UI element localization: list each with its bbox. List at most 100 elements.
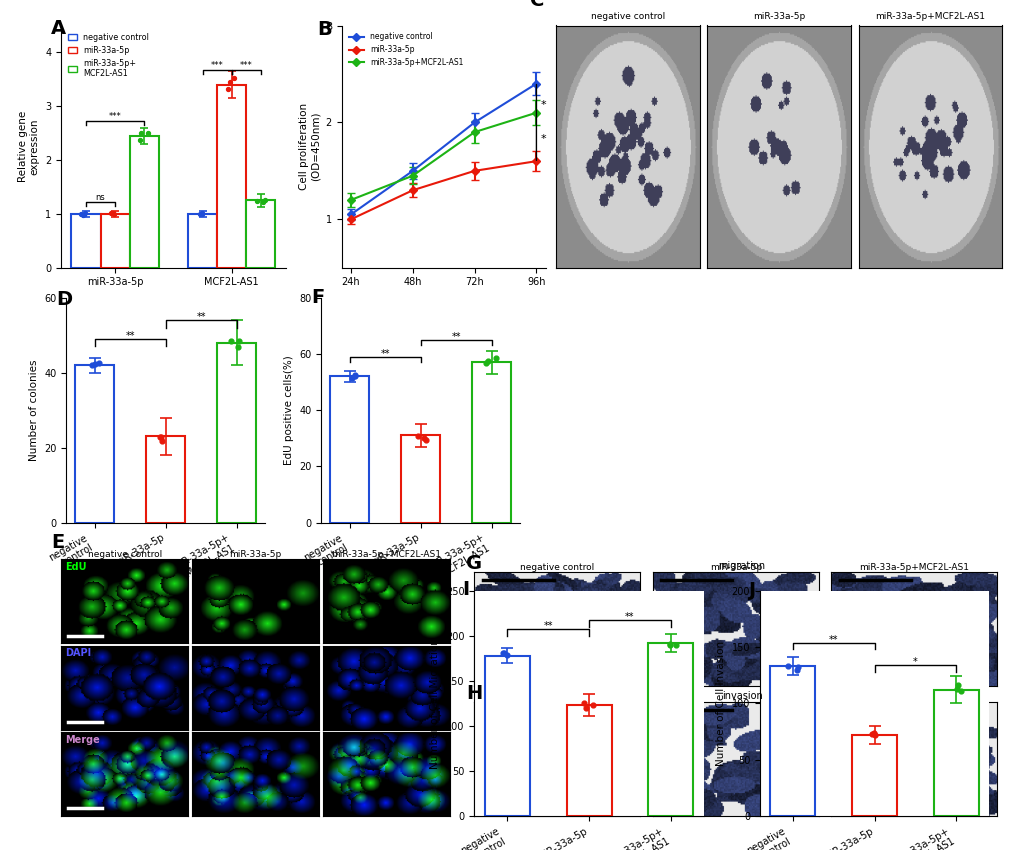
Point [866,728,882,742]
Point [948,683,964,696]
Text: ***: *** [239,60,253,70]
Bar [330,377,369,523]
Text: miR-33a-5p+MCF2L-AS1: miR-33a-5p+MCF2L-AS1 [874,12,984,20]
Bar [648,643,693,816]
Text: A: A [51,19,66,37]
Point [220,82,236,95]
Point [478,356,494,370]
Point [418,434,434,447]
Bar [246,201,275,268]
Text: *: * [912,657,917,667]
Point [863,728,879,741]
Point [249,194,265,207]
Title: miR-33a-5p+MCF2L-AS1: miR-33a-5p+MCF2L-AS1 [858,563,968,571]
Bar [566,706,611,816]
Text: G: G [466,554,482,573]
Text: B: B [317,20,331,39]
Text: C: C [530,0,544,10]
Point [221,76,237,89]
Text: **: ** [451,332,461,342]
Point [865,727,881,740]
Y-axis label: Number of colonies: Number of colonies [29,360,39,461]
Text: D: D [56,290,72,309]
Bar [75,366,114,523]
Text: DAPI: DAPI [65,649,91,658]
Text: H: H [466,683,482,703]
Point [73,207,90,221]
Point [106,207,122,220]
Bar [129,136,159,268]
Bar [769,666,814,816]
Point [950,677,966,691]
Y-axis label: Relative gene
expression: Relative gene expression [18,111,40,182]
Text: invasion: invasion [721,690,761,700]
Bar [101,214,129,268]
Y-axis label: EdU positive cells(%): EdU positive cells(%) [283,355,293,465]
Point [479,354,495,368]
Title: negative control: negative control [88,550,162,558]
Point [495,647,512,660]
Point [192,207,208,221]
Point [661,638,678,652]
Bar [484,655,529,816]
Text: migration: migration [717,561,765,571]
Point [74,208,91,222]
Point [152,430,168,444]
Point [667,638,684,651]
Point [779,659,795,672]
Point [132,126,149,139]
Point [498,649,515,662]
Bar [851,735,897,816]
Point [495,646,512,660]
Point [410,429,426,443]
Point [85,358,101,371]
Y-axis label: Cell proliferation
(OD=450nm): Cell proliferation (OD=450nm) [299,103,320,190]
Text: **: ** [197,312,206,322]
Point [661,638,678,651]
Text: *: * [540,99,546,110]
Point [257,194,273,207]
Point [952,684,968,698]
Text: *: * [540,133,546,144]
Text: EdU: EdU [65,562,87,572]
Text: ***: *** [109,112,121,121]
Point [140,126,156,139]
Point [226,71,243,85]
Text: negative control: negative control [590,12,664,20]
Point [77,207,94,220]
Point [254,195,270,208]
Text: **: ** [625,612,634,621]
Legend: negative control, miR-33a-5p, miR-33a-5p+MCF2L-AS1: negative control, miR-33a-5p, miR-33a-5p… [345,29,466,70]
Text: **: ** [380,348,389,359]
Bar [217,343,256,523]
Y-axis label: Number of Cell Invasion: Number of Cell Invasion [715,641,726,766]
Point [788,663,804,677]
Point [343,371,360,384]
Bar [400,435,440,523]
Point [789,660,805,674]
Title: miR-33a-5p: miR-33a-5p [229,550,281,558]
Point [230,340,247,354]
Title: negative control: negative control [520,563,594,571]
Y-axis label: Number of Cell Migration: Number of Cell Migration [430,638,440,768]
Point [346,369,363,382]
Title: miR-33a-5p: miR-33a-5p [709,563,761,571]
Point [103,207,119,220]
Point [104,206,120,219]
Text: Merge: Merge [65,734,100,745]
Point [230,334,247,348]
Point [575,696,591,710]
Text: **: ** [125,331,135,341]
Point [132,133,149,146]
Title: miR-33a-5p+MCF2L-AS1: miR-33a-5p+MCF2L-AS1 [331,550,441,558]
Text: **: ** [543,620,552,631]
Text: E: E [51,533,64,553]
Point [416,432,432,445]
Bar [217,85,246,268]
Point [88,357,104,371]
Point [578,701,594,715]
Point [91,356,107,370]
Text: ***: *** [211,60,223,70]
Point [346,369,363,382]
Bar [187,214,217,268]
